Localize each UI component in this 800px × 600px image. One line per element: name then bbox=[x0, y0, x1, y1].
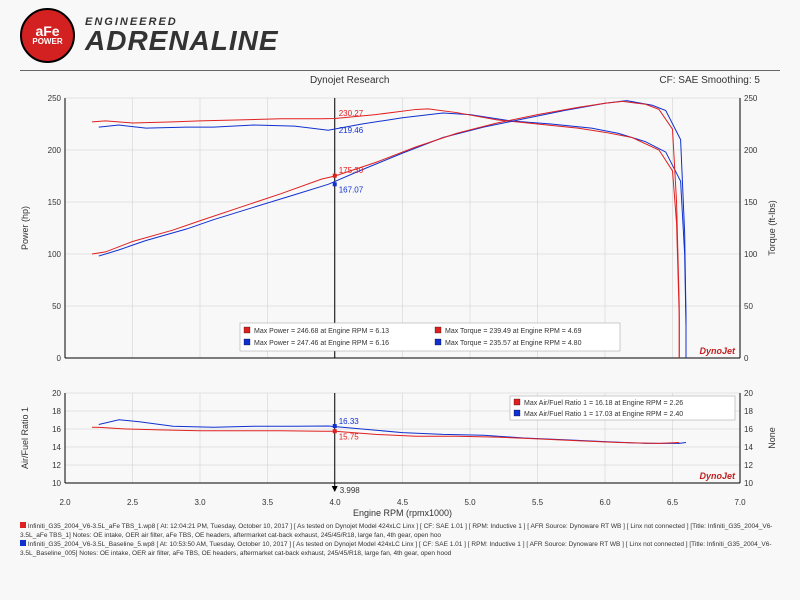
svg-text:10: 10 bbox=[52, 479, 61, 488]
svg-text:100: 100 bbox=[744, 250, 758, 259]
svg-text:Max Air/Fuel Ratio 1 = 17.03 a: Max Air/Fuel Ratio 1 = 17.03 at Engine R… bbox=[524, 411, 683, 418]
svg-text:5.0: 5.0 bbox=[464, 498, 476, 507]
svg-text:Max Air/Fuel Ratio 1 = 16.18 a: Max Air/Fuel Ratio 1 = 16.18 at Engine R… bbox=[524, 400, 683, 407]
svg-text:12: 12 bbox=[744, 461, 753, 470]
main-chart: 0 0 50 50 100 100 150 150 200 200 250 250 230.27 219.… bbox=[10, 88, 790, 388]
svg-text:200: 200 bbox=[744, 146, 758, 155]
svg-text:20: 20 bbox=[52, 389, 61, 398]
svg-text:14: 14 bbox=[744, 443, 753, 452]
chart-header: Dynojet Research CF: SAE Smoothing: 5 bbox=[0, 73, 800, 88]
chart-title: Dynojet Research bbox=[310, 75, 389, 86]
svg-text:None: None bbox=[767, 427, 777, 449]
svg-text:6.5: 6.5 bbox=[667, 498, 679, 507]
svg-text:3.5: 3.5 bbox=[262, 498, 274, 507]
svg-text:Max Power = 247.46 at Engine R: Max Power = 247.46 at Engine RPM = 6.16 bbox=[254, 340, 389, 347]
dot-red-icon bbox=[20, 522, 26, 528]
svg-text:6.0: 6.0 bbox=[599, 498, 611, 507]
svg-text:175.30: 175.30 bbox=[339, 166, 364, 175]
svg-text:250: 250 bbox=[744, 94, 758, 103]
svg-text:20: 20 bbox=[744, 389, 753, 398]
svg-text:2.0: 2.0 bbox=[59, 498, 71, 507]
svg-text:0: 0 bbox=[57, 354, 62, 363]
svg-text:18: 18 bbox=[744, 407, 753, 416]
dot-blue-icon bbox=[20, 540, 26, 546]
svg-text:250: 250 bbox=[48, 94, 62, 103]
svg-text:Max Torque = 235.57 at Engine: Max Torque = 235.57 at Engine RPM = 4.80 bbox=[445, 340, 582, 347]
svg-text:16: 16 bbox=[744, 425, 753, 434]
svg-text:16.33: 16.33 bbox=[339, 417, 360, 426]
svg-text:3.998: 3.998 bbox=[340, 486, 361, 495]
svg-text:Max Power = 246.68 at Engine R: Max Power = 246.68 at Engine RPM = 6.13 bbox=[254, 328, 389, 335]
svg-text:3.0: 3.0 bbox=[194, 498, 206, 507]
chart-area: 0 0 50 50 100 100 150 150 200 200 250 250 230.27 219.… bbox=[10, 88, 790, 518]
svg-text:16: 16 bbox=[52, 425, 61, 434]
svg-text:10: 10 bbox=[744, 479, 753, 488]
svg-text:230.27: 230.27 bbox=[339, 109, 364, 118]
svg-text:219.46: 219.46 bbox=[339, 126, 364, 135]
svg-text:2.5: 2.5 bbox=[127, 498, 139, 507]
svg-text:150: 150 bbox=[48, 198, 62, 207]
svg-text:12: 12 bbox=[52, 461, 61, 470]
logo-text: ENGINEERED ADRENALINE bbox=[85, 16, 279, 53]
svg-text:DynoJet: DynoJet bbox=[699, 346, 736, 356]
svg-text:5.5: 5.5 bbox=[532, 498, 544, 507]
svg-text:DynoJet: DynoJet bbox=[699, 471, 736, 481]
afr-chart: 10 10 12 12 14 14 16 16 18 18 20 20 2.0 2.5 3.0 3.5 4.0 4… bbox=[10, 388, 790, 518]
svg-text:Torque (ft-lbs): Torque (ft-lbs) bbox=[767, 200, 777, 256]
badge-top: aFe bbox=[35, 24, 59, 38]
svg-text:100: 100 bbox=[48, 250, 62, 259]
svg-text:200: 200 bbox=[48, 146, 62, 155]
svg-text:Air/Fuel Ratio 1: Air/Fuel Ratio 1 bbox=[20, 407, 30, 469]
svg-text:4.5: 4.5 bbox=[397, 498, 409, 507]
header: aFe POWER ENGINEERED ADRENALINE bbox=[0, 0, 800, 70]
svg-text:Max Torque = 239.49 at Engine: Max Torque = 239.49 at Engine RPM = 4.69 bbox=[445, 328, 582, 335]
footer-red: Infiniti_G35_2004_V6-3.5L_aFe TBS_1.wp8 … bbox=[20, 523, 772, 539]
footer: Infiniti_G35_2004_V6-3.5L_aFe TBS_1.wp8 … bbox=[0, 518, 800, 562]
svg-text:0: 0 bbox=[744, 354, 749, 363]
svg-text:15.75: 15.75 bbox=[339, 432, 360, 441]
svg-text:Engine RPM (rpmx1000): Engine RPM (rpmx1000) bbox=[353, 508, 452, 518]
svg-text:14: 14 bbox=[52, 443, 61, 452]
svg-text:7.0: 7.0 bbox=[734, 498, 746, 507]
svg-text:50: 50 bbox=[52, 302, 61, 311]
chart-cf: CF: SAE Smoothing: 5 bbox=[659, 75, 760, 86]
afe-logo-badge: aFe POWER bbox=[20, 8, 75, 63]
badge-bottom: POWER bbox=[32, 38, 62, 46]
svg-text:Power (hp): Power (hp) bbox=[20, 206, 30, 250]
footer-blue: Infiniti_G35_2004_V6-3.5L_Baseline_5.wp8… bbox=[20, 541, 772, 557]
title-main: ADRENALINE bbox=[85, 28, 279, 53]
divider bbox=[20, 70, 780, 71]
svg-text:150: 150 bbox=[744, 198, 758, 207]
svg-text:50: 50 bbox=[744, 302, 753, 311]
svg-text:4.0: 4.0 bbox=[329, 498, 341, 507]
svg-text:167.07: 167.07 bbox=[339, 185, 364, 194]
svg-text:18: 18 bbox=[52, 407, 61, 416]
